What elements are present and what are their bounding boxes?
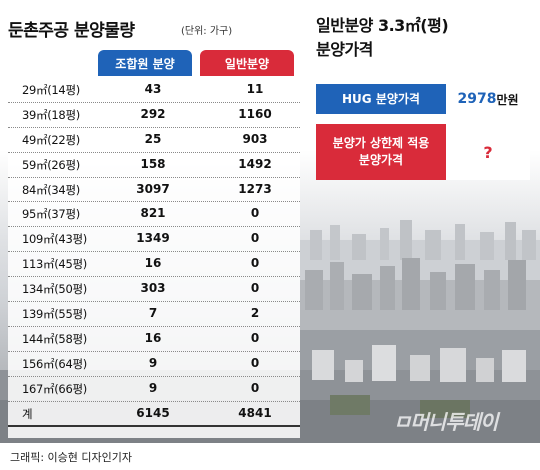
member-count: 303: [140, 281, 166, 296]
unit-size: 39㎡(18평): [22, 107, 80, 122]
table-row: 39㎡(18평) 292 1160: [8, 103, 300, 128]
unit-size: 156㎡(64평): [22, 356, 87, 371]
general-count: 903: [242, 131, 268, 146]
member-count: 3097: [136, 181, 170, 196]
general-count: 0: [250, 330, 260, 345]
table-row: 29㎡(14평) 43 11: [8, 78, 300, 103]
city-skyline-image: [0, 220, 540, 443]
publisher-logo: ㅁ머니투데이: [393, 410, 498, 434]
total-general-count: 4841: [238, 405, 272, 420]
table-row: 95㎡(37평) 821 0: [8, 202, 300, 228]
member-count: 7: [148, 306, 158, 321]
table-row: 49㎡(22평) 25 903: [8, 128, 300, 153]
unit-label: (단위: 가구): [181, 26, 233, 37]
table-row: 84㎡(34평) 3097 1273: [8, 178, 300, 203]
hug-price-label: HUG 분양가격: [316, 84, 446, 114]
unit-size: 167㎡(66평): [22, 381, 87, 396]
member-count: 821: [140, 206, 166, 221]
general-count: 0: [250, 355, 260, 370]
total-row: 계 6145 4841: [8, 402, 300, 428]
member-count: 9: [148, 380, 158, 395]
unit-size: 139㎡(55평): [22, 307, 87, 322]
member-count: 16: [144, 256, 162, 271]
table-row: 134㎡(50평) 303 0: [8, 277, 300, 303]
member-count: 16: [144, 330, 162, 345]
hug-price-number: 2978: [457, 91, 497, 107]
general-count: 1492: [238, 156, 272, 171]
price-cap-label-line2: 분양가격: [358, 153, 404, 167]
general-count: 1160: [238, 106, 272, 121]
unit-size: 144㎡(58평): [22, 331, 87, 346]
price-section-title: 일반분양 3.3㎡(평) 분양가격: [316, 14, 449, 62]
unit-size: 29㎡(14평): [22, 83, 80, 97]
price-cap-label-line1: 분양가 상한제 적용: [332, 136, 430, 150]
member-count: 43: [144, 82, 162, 96]
unit-size: 109㎡(43평): [22, 232, 87, 247]
hug-price-value: 2978 만원: [446, 84, 530, 114]
unit-size: 84㎡(34평): [22, 182, 80, 197]
unit-size: 59㎡(26평): [22, 157, 80, 172]
table-row: 59㎡(26평) 158 1492: [8, 153, 300, 178]
table-row: 156㎡(64평) 9 0: [8, 352, 300, 377]
member-count: 25: [144, 131, 162, 146]
total-label: 계: [22, 406, 33, 421]
general-count: 0: [250, 206, 260, 221]
unit-size: 49㎡(22평): [22, 132, 80, 147]
member-count: 1349: [136, 231, 170, 246]
column-header-general: 일반분양: [200, 50, 294, 76]
general-count: 11: [246, 82, 264, 96]
table-row: 109㎡(43평) 1349 0: [8, 227, 300, 253]
hug-price-unit: 만원: [496, 92, 519, 107]
general-count: 0: [250, 231, 260, 246]
graphic-credit: 그래픽: 이승현 디자인기자: [10, 451, 133, 464]
footer-bar: [0, 443, 540, 470]
table-row: 113㎡(45평) 16 0: [8, 252, 300, 278]
total-member-count: 6145: [136, 405, 170, 420]
table-row: 144㎡(58평) 16 0: [8, 327, 300, 352]
price-cap-value: ?: [446, 124, 530, 180]
price-title-line1: 일반분양 3.3㎡(평): [316, 16, 449, 35]
page-title: 둔촌주공 분양물량: [8, 21, 135, 41]
unit-size: 113㎡(45평): [22, 257, 87, 272]
column-header-member: 조합원 분양: [98, 50, 192, 76]
general-count: 0: [250, 380, 260, 395]
member-count: 9: [148, 355, 158, 370]
general-count: 1273: [238, 181, 272, 196]
unit-size: 134㎡(50평): [22, 282, 87, 297]
general-count: 0: [250, 281, 260, 296]
supply-table: 29㎡(14평) 43 11 39㎡(18평) 292 1160 49㎡(22평) 25 903…: [8, 78, 300, 428]
general-count: 2: [250, 306, 260, 321]
unit-size: 95㎡(37평): [22, 207, 80, 222]
general-count: 0: [250, 256, 260, 271]
table-row: 167㎡(66평) 9 0: [8, 377, 300, 402]
price-title-line2: 분양가격: [316, 40, 373, 59]
table-panel: 둔촌주공 분양물량 (단위: 가구): [8, 6, 300, 438]
member-count: 158: [140, 156, 166, 171]
price-cap-label: 분양가 상한제 적용 분양가격: [316, 124, 446, 180]
table-row: 139㎡(55평) 7 2: [8, 302, 300, 327]
member-count: 292: [140, 106, 166, 121]
